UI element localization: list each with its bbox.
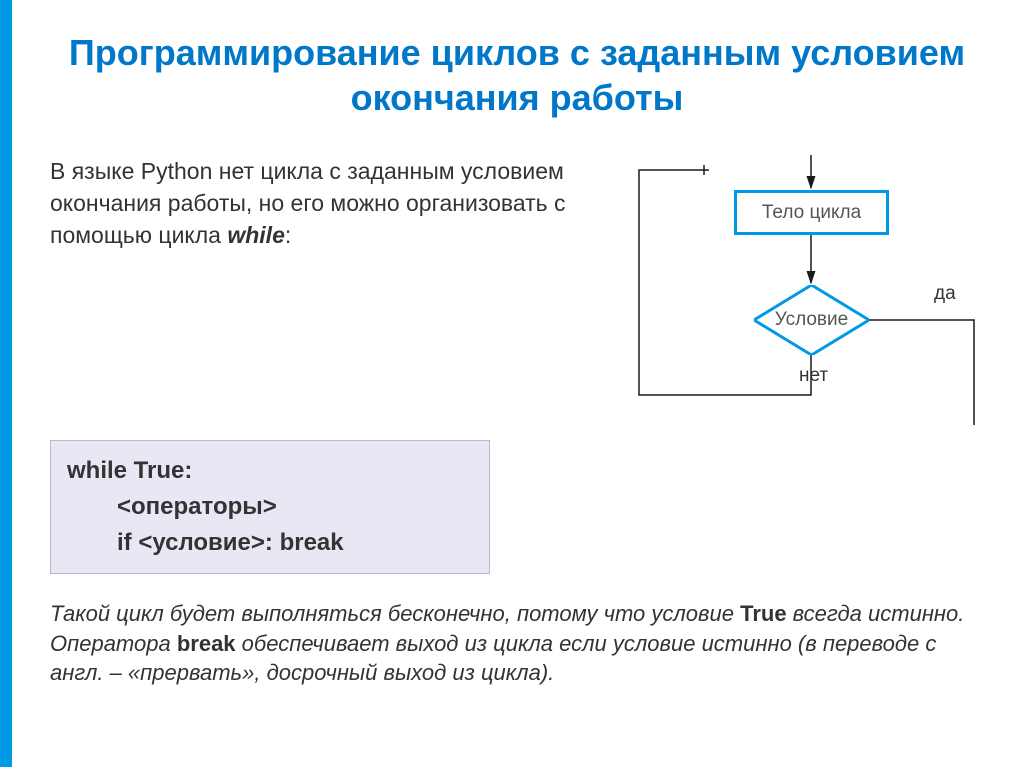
para1-keyword: while: [227, 222, 285, 248]
slide-content: Программирование циклов с заданным услов…: [0, 0, 1024, 718]
middle-row: В языке Python нет цикла с заданным усло…: [50, 155, 984, 425]
flowchart-yes-label: да: [934, 283, 956, 305]
code-kw-if: if: [117, 529, 132, 556]
para1-text-pre: В языке Python нет цикла с заданным усло…: [50, 158, 566, 248]
code-line-3: if <условие>: break: [67, 525, 473, 561]
para1-text-post: :: [285, 222, 291, 248]
code-line-1: while True:: [67, 453, 473, 489]
accent-bar: [0, 0, 12, 767]
flowchart: Тело цикла Условие да нет: [604, 155, 984, 425]
para2-kw2: break: [177, 631, 236, 656]
code-line1-colon: :: [184, 457, 192, 484]
flowchart-condition-label: Условие: [775, 309, 848, 331]
code-block: while True: <операторы> if <условие>: br…: [50, 440, 490, 574]
flowchart-body-box: Тело цикла: [734, 190, 889, 235]
code-kw-break: break: [280, 529, 344, 556]
explanation-paragraph: Такой цикл будет выполняться бесконечно,…: [50, 599, 984, 688]
flowchart-body-label: Тело цикла: [762, 202, 861, 224]
code-line-2: <операторы>: [67, 489, 473, 525]
para2-t1: Такой цикл будет выполняться бесконечно,…: [50, 601, 740, 626]
flowchart-condition-diamond: Условие: [754, 285, 869, 355]
code-line3-mid: <условие>:: [132, 529, 280, 556]
code-line1-rest: True: [127, 457, 184, 484]
slide-title: Программирование циклов с заданным услов…: [50, 30, 984, 120]
intro-paragraph: В языке Python нет цикла с заданным усло…: [50, 155, 574, 252]
para2-kw1: True: [740, 601, 786, 626]
flowchart-no-label: нет: [799, 365, 828, 387]
code-kw-while: while: [67, 457, 127, 484]
